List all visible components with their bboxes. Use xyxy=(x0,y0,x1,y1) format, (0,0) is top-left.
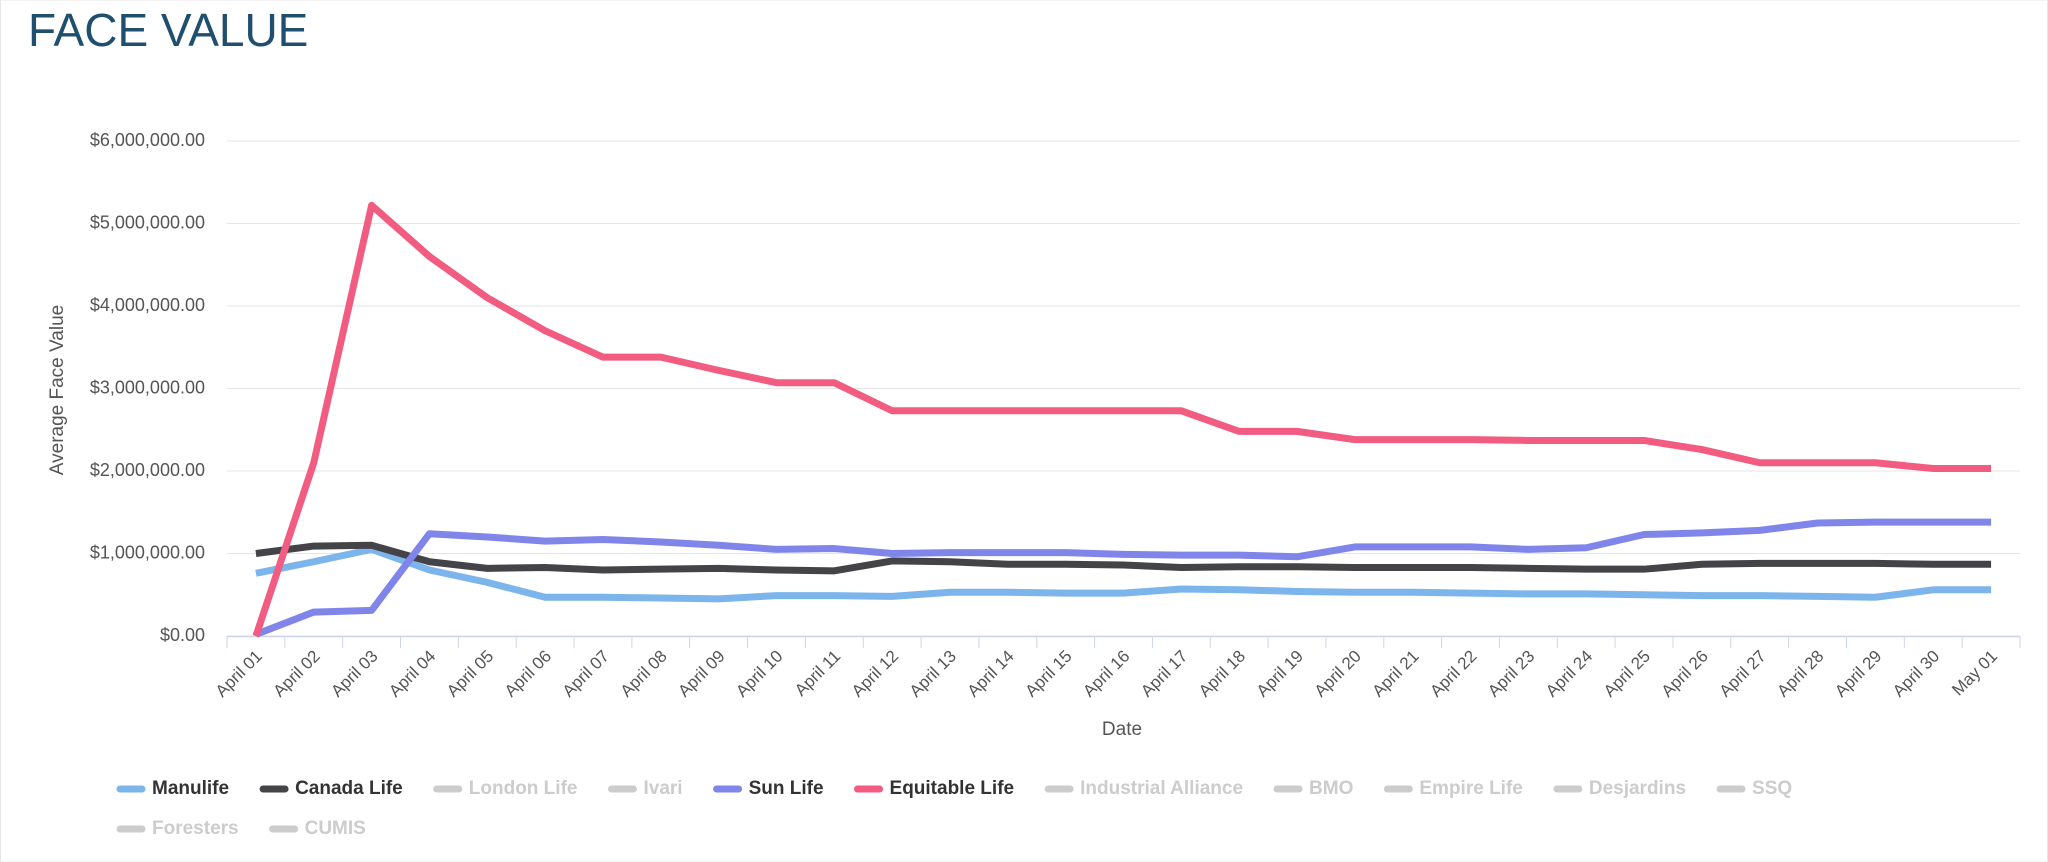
legend-item[interactable]: Foresters xyxy=(116,818,239,839)
legend-label: Equitable Life xyxy=(890,778,1015,799)
y-tick-label: $6,000,000.00 xyxy=(90,130,205,150)
y-tick-label: $1,000,000.00 xyxy=(90,542,205,562)
y-tick-label: $0.00 xyxy=(160,625,205,645)
legend-item[interactable]: Empire Life xyxy=(1383,778,1523,799)
legend-label: SSQ xyxy=(1752,778,1792,799)
legend-item[interactable]: Desjardins xyxy=(1553,778,1686,799)
x-axis-title: Date xyxy=(1102,719,1142,740)
legend-item[interactable]: Manulife xyxy=(116,778,229,799)
y-tick-label: $4,000,000.00 xyxy=(90,295,205,315)
legend-label: BMO xyxy=(1309,778,1353,799)
y-tick-label: $5,000,000.00 xyxy=(90,212,205,232)
y-axis-title: Average Face Value xyxy=(47,305,68,475)
series-line xyxy=(255,545,1992,603)
legend-item[interactable]: London Life xyxy=(433,778,578,799)
chart-title: FACE VALUE xyxy=(28,4,308,56)
legend-label: Empire Life xyxy=(1419,778,1522,799)
legend-item[interactable]: Canada Life xyxy=(259,778,403,799)
legend-item[interactable]: Equitable Life xyxy=(854,778,1015,799)
series-line xyxy=(254,518,1992,638)
legend-label: CUMIS xyxy=(305,818,366,839)
legend-label: Ivari xyxy=(643,778,682,799)
legend-label: Foresters xyxy=(152,818,239,839)
legend-label: London Life xyxy=(469,778,578,799)
y-tick-label: $3,000,000.00 xyxy=(90,377,205,397)
legend-label: Desjardins xyxy=(1589,778,1686,799)
legend-label: Sun Life xyxy=(749,778,824,799)
legend-item[interactable]: Industrial Alliance xyxy=(1044,778,1243,799)
legend-label: Industrial Alliance xyxy=(1080,778,1243,799)
series-line xyxy=(252,201,1992,638)
legend-item[interactable]: SSQ xyxy=(1716,778,1792,799)
legend-label: Canada Life xyxy=(295,778,403,799)
legend-item[interactable]: BMO xyxy=(1273,778,1353,799)
legend-label: Manulife xyxy=(152,778,229,799)
legend-item[interactable]: Ivari xyxy=(607,778,683,799)
y-tick-label: $2,000,000.00 xyxy=(90,460,205,480)
legend-item[interactable]: Sun Life xyxy=(713,778,824,799)
legend-item[interactable]: CUMIS xyxy=(269,818,366,839)
series-line xyxy=(255,541,1992,575)
